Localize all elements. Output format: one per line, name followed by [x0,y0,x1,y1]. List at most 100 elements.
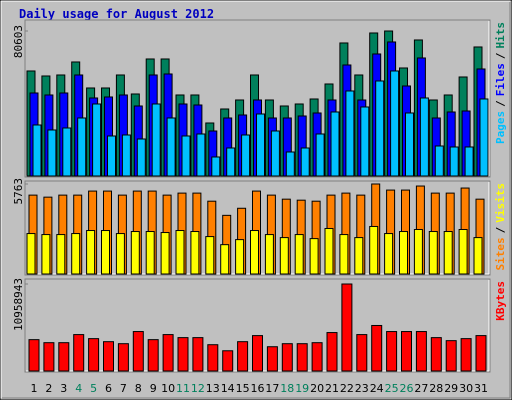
bar [256,113,265,177]
x-tick-label: 15 [236,382,250,395]
bar [341,283,353,372]
x-tick-label: 3 [60,382,67,395]
bar [309,238,319,275]
bar [294,234,304,275]
bar [107,135,116,177]
bar [354,237,364,275]
bar [479,98,489,177]
bar [384,233,394,275]
y-tick-label: 80603 [12,25,25,58]
x-tick-label: 16 [251,382,265,395]
bar [266,346,278,372]
bar [326,332,338,372]
bar [47,129,57,177]
bar [56,234,66,275]
bar [226,147,236,177]
bar [205,236,215,275]
bar [32,124,42,177]
bar [279,237,289,275]
legend-entry: Sites [494,237,507,270]
legend-separator: / [494,52,507,59]
bar [43,342,55,372]
x-tick-label: 18 [280,382,294,395]
legend-entry: Files [494,63,507,96]
bar [315,133,325,177]
bar [296,343,308,372]
bar [311,342,323,372]
x-tick-label: 10 [161,382,175,395]
bar [460,338,472,372]
x-tick-label: 19 [295,382,309,395]
bar [405,112,414,177]
x-tick-label: 12 [191,382,205,395]
legend-entry: KBytes [494,281,507,321]
x-tick-label: 27 [414,382,428,395]
bar [175,230,185,275]
bar [132,331,144,372]
x-tick-label: 6 [105,382,112,395]
bar [241,134,251,177]
x-tick-label: 23 [355,382,369,395]
bar [281,343,293,372]
x-tick-label: 13 [206,382,220,395]
bar [62,127,72,177]
bar [401,331,412,372]
bar [345,90,355,177]
legend-separator: / [494,226,507,233]
bar [86,230,96,275]
chart-title: Daily usage for August 2012 [19,7,214,21]
bar [356,334,368,372]
bar [443,231,453,275]
bar [196,133,206,177]
x-tick-label: 29 [444,382,458,395]
bar [250,230,259,275]
bar [151,103,161,177]
x-tick-label: 25 [385,382,399,395]
x-tick-label: 20 [310,382,324,395]
bar [270,130,280,177]
x-tick-label: 24 [370,382,384,395]
bar [58,342,70,372]
bar [101,230,110,275]
bar [26,233,36,275]
bar [390,70,400,177]
bar [28,339,40,372]
bar [475,335,487,372]
bar [428,231,438,275]
legend: Sites / Visits [494,183,507,271]
y-tick-label: 10958943 [12,278,25,331]
x-tick-label: 7 [120,382,127,395]
x-tick-label: 4 [75,382,82,395]
bar [375,80,385,177]
bar [458,229,468,275]
bar [117,343,129,372]
bar [103,341,114,372]
bar [71,233,81,275]
bar [399,231,408,275]
bar [147,339,159,372]
x-tick-label: 2 [45,382,52,395]
bar [121,134,131,177]
legend-entry: Hits [494,22,507,49]
legend: KBytes [494,281,507,321]
bar [92,103,102,177]
bar [434,145,444,177]
bar [360,106,370,177]
bar [130,231,140,275]
bar [235,239,245,275]
bar [445,340,457,372]
bar [190,231,200,275]
bar [177,337,189,372]
bar [419,97,429,177]
bar [371,324,383,372]
x-tick-label: 8 [135,382,142,395]
bar [41,234,51,275]
bar [181,135,191,177]
bar [237,341,249,372]
bar [386,331,398,372]
legend-separator: / [494,100,507,107]
bar [166,117,176,177]
bar [430,337,442,372]
bar [415,331,427,372]
